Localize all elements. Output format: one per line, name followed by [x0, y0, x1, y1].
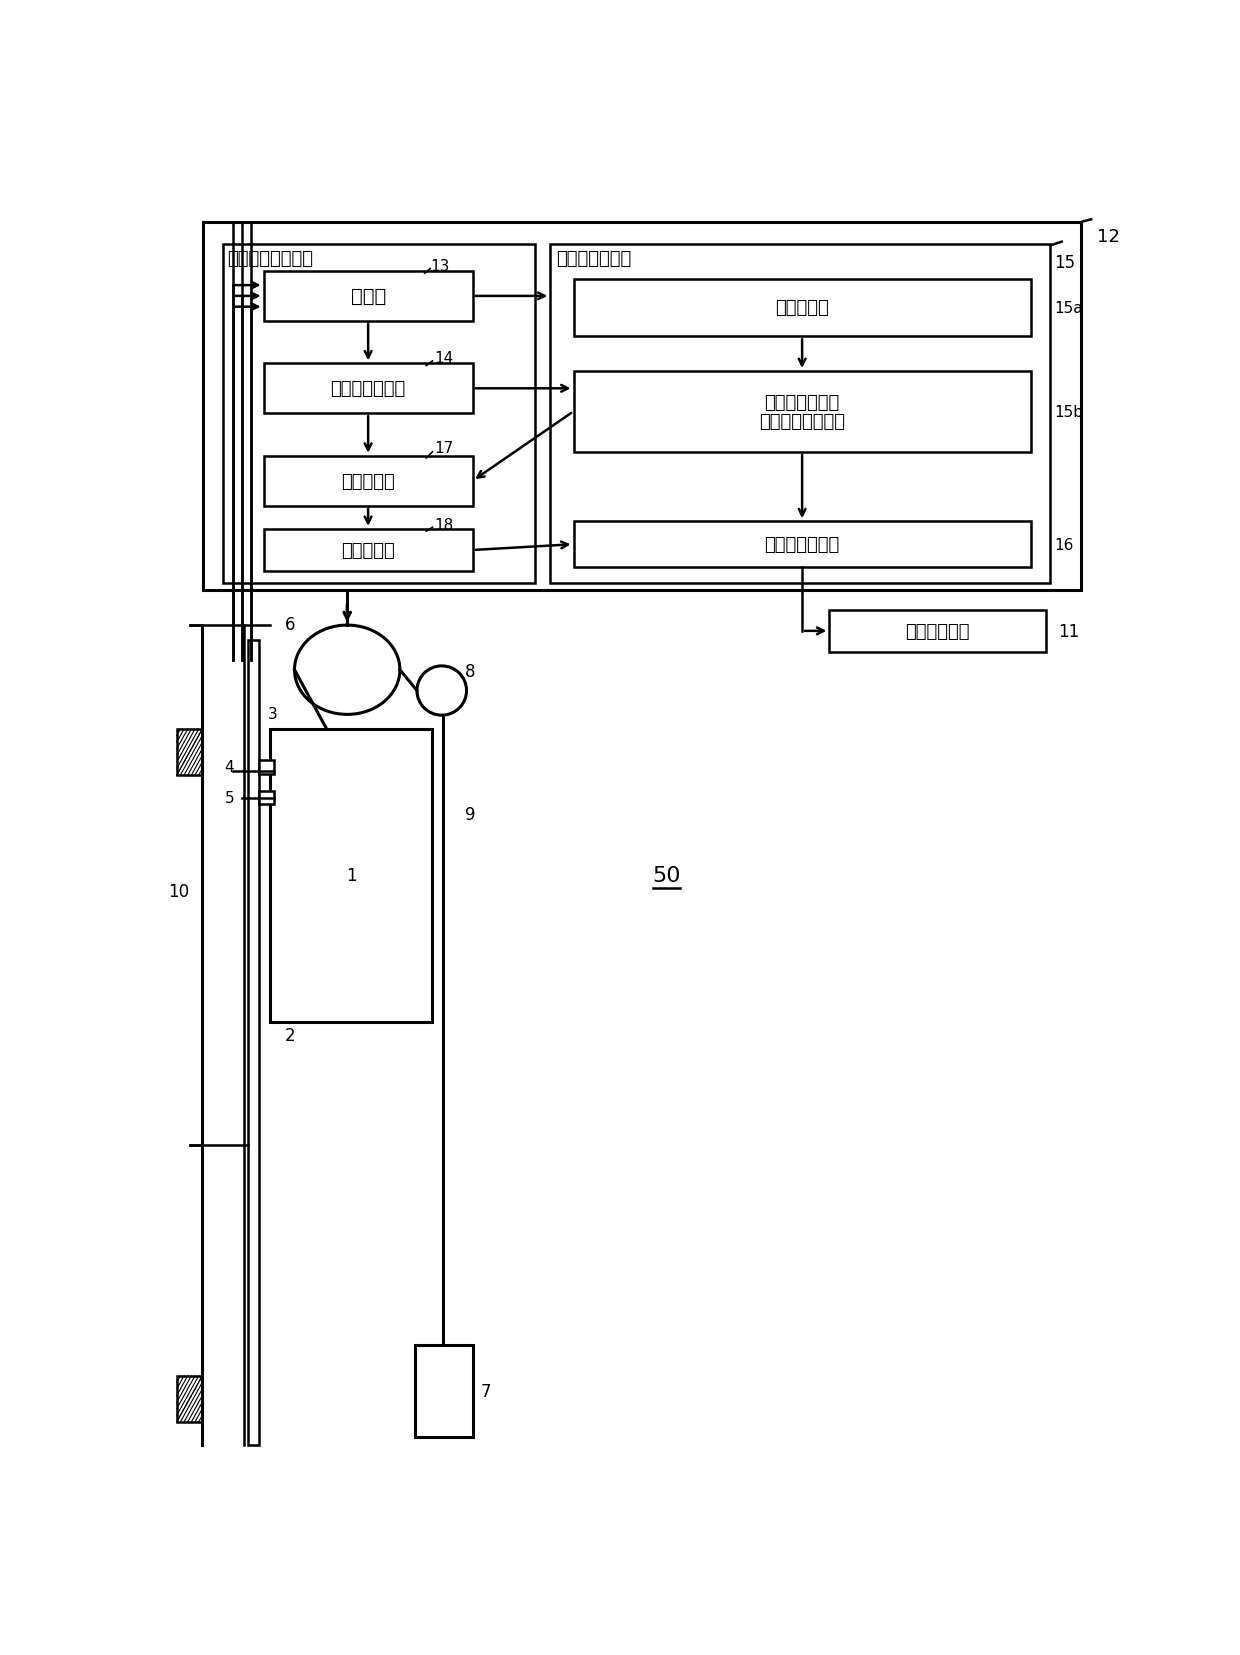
- Text: 轿厢位置确定部: 轿厢位置确定部: [765, 536, 839, 554]
- Text: 楼层数据生成部: 楼层数据生成部: [557, 250, 631, 268]
- Text: 楼层数据表: 楼层数据表: [775, 300, 830, 318]
- Bar: [573, 280, 1030, 338]
- Bar: [203, 223, 1081, 591]
- Text: 测量数据生成部: 测量数据生成部: [331, 381, 405, 399]
- Circle shape: [417, 667, 466, 715]
- Bar: [270, 730, 433, 1023]
- Bar: [573, 521, 1030, 568]
- Text: 15: 15: [1054, 253, 1075, 271]
- Text: 12: 12: [1096, 228, 1120, 247]
- Text: 接口部: 接口部: [351, 288, 386, 306]
- Text: 7: 7: [481, 1382, 491, 1400]
- Text: 50: 50: [652, 866, 681, 885]
- Bar: [263, 364, 472, 414]
- Bar: [176, 1375, 202, 1422]
- Bar: [573, 372, 1030, 452]
- Bar: [830, 611, 1047, 652]
- Text: 4: 4: [224, 760, 234, 775]
- Text: 异常诊断部: 异常诊断部: [341, 472, 396, 490]
- Text: 8: 8: [465, 664, 475, 680]
- Text: 18: 18: [434, 518, 454, 533]
- Text: 9: 9: [465, 806, 475, 823]
- Text: 14: 14: [434, 351, 454, 366]
- Bar: [263, 271, 472, 321]
- Text: 电梯控制装置: 电梯控制装置: [905, 622, 970, 640]
- Bar: [551, 245, 1050, 583]
- Bar: [414, 1346, 472, 1438]
- Bar: [263, 530, 472, 573]
- Text: 13: 13: [430, 258, 449, 273]
- Text: 2: 2: [285, 1026, 296, 1044]
- Bar: [223, 245, 534, 583]
- Bar: [259, 791, 274, 804]
- Text: 10: 10: [167, 882, 188, 900]
- Text: 6: 6: [285, 616, 295, 634]
- Text: 5: 5: [224, 791, 234, 806]
- Ellipse shape: [295, 626, 401, 715]
- Text: 3: 3: [268, 707, 277, 722]
- Text: 11: 11: [1058, 622, 1079, 640]
- Text: 15b: 15b: [1054, 405, 1083, 420]
- Bar: [259, 760, 274, 775]
- Bar: [176, 730, 202, 776]
- Text: 17: 17: [434, 442, 454, 457]
- Text: 外部通信部: 外部通信部: [341, 541, 396, 559]
- Text: 轿厢位置确定装置: 轿厢位置确定装置: [227, 250, 312, 268]
- Bar: [248, 640, 259, 1445]
- Bar: [263, 457, 472, 506]
- Text: 楼层数据工作表: 楼层数据工作表: [765, 394, 839, 412]
- Text: 16: 16: [1054, 538, 1074, 553]
- Text: 1: 1: [346, 867, 356, 885]
- Text: （长时间停电用）: （长时间停电用）: [759, 412, 846, 430]
- Text: 15a: 15a: [1054, 301, 1083, 316]
